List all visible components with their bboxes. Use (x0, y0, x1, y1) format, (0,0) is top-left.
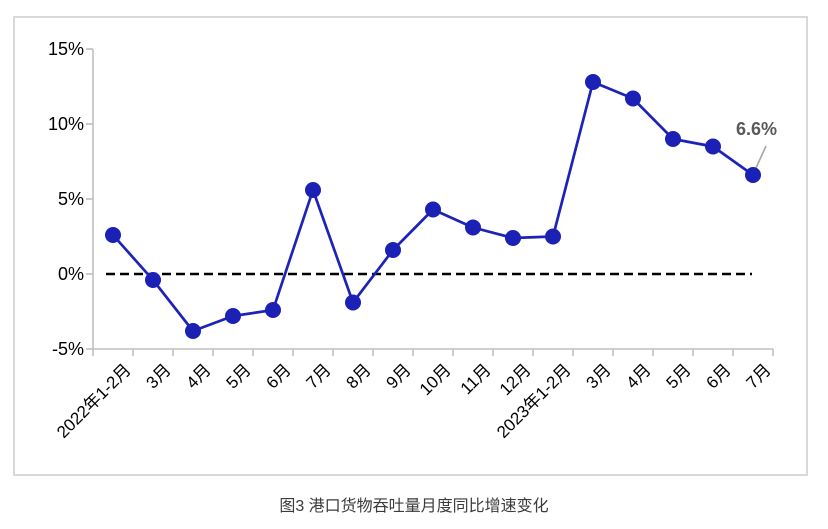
data-point (465, 219, 481, 236)
data-point (625, 90, 641, 107)
y-axis-tick-label: -5% (51, 339, 84, 359)
data-point (745, 167, 761, 183)
y-axis-tick-label: 15% (47, 39, 84, 59)
data-point (345, 294, 361, 311)
data-point (105, 227, 121, 243)
chart-border-frame (13, 16, 808, 476)
figure-caption: 图3 港口货物吞吐量月度同比增速变化 (279, 498, 549, 515)
data-point (545, 228, 561, 245)
y-axis-tick-label: 5% (57, 189, 84, 209)
last-point-data-label: 6.6% (736, 119, 778, 139)
y-axis-tick-label: 10% (47, 114, 84, 134)
data-point (185, 323, 201, 339)
y-axis-tick-label: 0% (57, 264, 84, 284)
data-point (585, 74, 601, 90)
data-point (305, 182, 321, 198)
data-point (505, 230, 521, 246)
data-point (425, 201, 441, 218)
data-point (265, 302, 281, 318)
data-point (665, 131, 681, 147)
annotation-leader-line (755, 145, 767, 169)
data-point (145, 272, 161, 288)
data-point (705, 138, 721, 155)
data-point (385, 242, 401, 258)
data-point (225, 308, 241, 324)
